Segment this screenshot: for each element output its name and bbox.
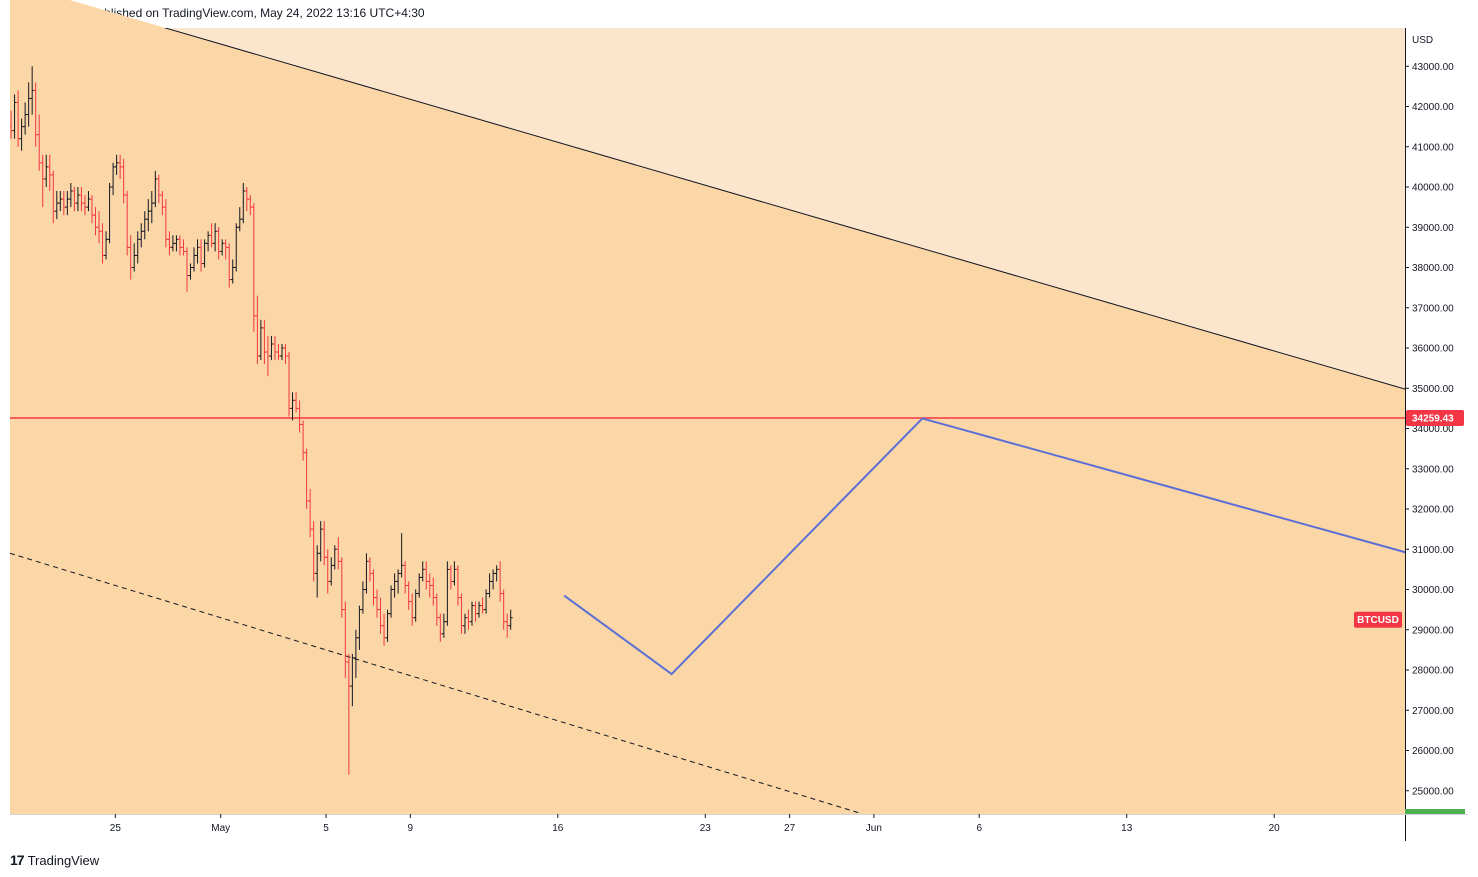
projection-path[interactable] — [563, 417, 1409, 676]
y-tick-label: 41000.00 — [1412, 142, 1454, 153]
time-axis[interactable]: 25 May 5 9 16 23 27 Jun 6 13 20 — [110, 814, 1280, 834]
x-tick-label: Jun — [866, 823, 882, 834]
lower-background-zone — [10, 0, 1405, 814]
price-line-tag-label: 34259.43 — [1412, 414, 1454, 425]
footer-brand: 17 TradingView — [10, 851, 99, 869]
y-tick-label: 39000.00 — [1412, 223, 1454, 234]
y-tick-label: 26000.00 — [1412, 746, 1454, 757]
ohlc-bar — [508, 609, 513, 630]
price-line-tag-background — [1406, 410, 1464, 427]
y-tick-label: 43000.00 — [1412, 62, 1454, 73]
y-tick-label: 38000.00 — [1412, 263, 1454, 274]
y-tick-label: 42000.00 — [1412, 102, 1454, 113]
price-axis[interactable]: 25000.00 26000.00 27000.00 28000.00 29000.00… — [1405, 62, 1454, 798]
x-tick-label: 27 — [784, 823, 796, 834]
tradingview-logo-icon: 17 — [10, 852, 25, 868]
price-line-tag: 34259.43 — [1406, 410, 1464, 427]
y-tick-label: 31000.00 — [1412, 545, 1454, 556]
y-tick-label: 28000.00 — [1412, 666, 1454, 677]
symbol-tag: BTCUSD — [1354, 611, 1402, 628]
upper-background-zone — [10, 0, 1405, 390]
x-tick-label: 5 — [323, 823, 329, 834]
x-tick-label: 9 — [408, 823, 414, 834]
x-tick-label: 13 — [1121, 823, 1133, 834]
y-tick-label: 35000.00 — [1412, 384, 1454, 395]
y-tick-label: 36000.00 — [1412, 344, 1454, 355]
x-tick-label: 25 — [110, 823, 122, 834]
y-tick-label: 37000.00 — [1412, 303, 1454, 314]
y-tick-label: 40000.00 — [1412, 183, 1454, 194]
x-tick-label: May — [211, 823, 230, 834]
x-tick-label: 23 — [700, 823, 712, 834]
ohlc-bars — [10, 66, 513, 775]
y-tick-label: 25000.00 — [1412, 786, 1454, 797]
currency-label: USD — [1412, 35, 1433, 46]
x-tick-label: 20 — [1269, 823, 1281, 834]
y-tick-label: 30000.00 — [1412, 585, 1454, 596]
x-tick-label: 6 — [976, 823, 982, 834]
upper-trendline[interactable] — [145, 22, 1409, 390]
symbol-tag-background — [1354, 611, 1402, 628]
volume-indicator-bar — [1405, 809, 1465, 814]
y-tick-label: 34000.00 — [1412, 424, 1454, 435]
y-tick-label: 33000.00 — [1412, 464, 1454, 475]
tradingview-brand-text: TradingView — [27, 852, 100, 868]
x-tick-label: 16 — [552, 823, 564, 834]
lower-dashed-trendline[interactable] — [10, 552, 860, 814]
y-tick-label: 32000.00 — [1412, 505, 1454, 516]
symbol-tag-label: BTCUSD — [1357, 615, 1399, 626]
y-tick-label: 29000.00 — [1412, 625, 1454, 636]
y-tick-label: 27000.00 — [1412, 706, 1454, 717]
